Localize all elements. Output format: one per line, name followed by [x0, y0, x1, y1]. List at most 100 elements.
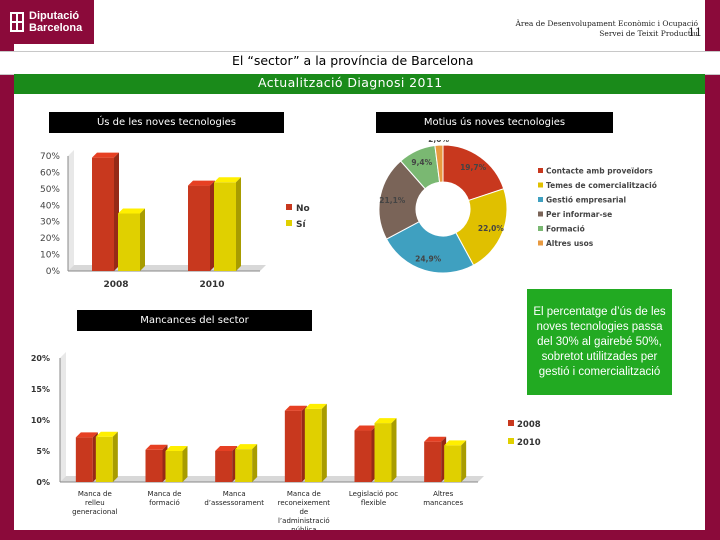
chart3-legend-swatch: [508, 438, 514, 444]
chart3-bar-side: [461, 440, 467, 482]
chart3-legend-label: 2008: [517, 420, 541, 430]
chart2-title: Motius ús noves tecnologies: [376, 112, 613, 133]
summary-callout: El percentatge d’ús de les noves tecnolo…: [527, 289, 672, 395]
chart3-back-wall: [60, 352, 66, 482]
chart3-ytick-label: 0%: [36, 478, 50, 487]
chart2-legend-label: Temes de comercialització: [546, 181, 657, 190]
chart3-bar-side: [321, 403, 327, 482]
chart1-legend-swatch: [286, 204, 292, 210]
chart-usage: 0% 10% 20% 30% 40% 50% 60% 70% 2008 2010 No Sí: [40, 150, 310, 290]
chart3-category-label-line: generacional: [72, 508, 117, 516]
chart3-title: Mancances del sector: [77, 310, 312, 331]
chart3-bar: [235, 449, 253, 482]
chart1-bar-top: [118, 208, 145, 214]
chart1-ytick-label: 50%: [40, 185, 60, 195]
chart1-ytick-label: 10%: [40, 251, 60, 261]
title-bar: [0, 51, 720, 75]
chart1-title: Ús de les noves tecnologies: [49, 112, 284, 133]
chart1-category-label: 2010: [199, 280, 224, 290]
chart3-bar-top: [215, 446, 238, 451]
area-line-2: Servei de Teixit Productiu: [599, 29, 698, 38]
chart1-back-wall: [68, 150, 74, 271]
chart3-category-label: Manca d’assessorament: [204, 490, 264, 507]
chart3-bar: [374, 423, 392, 482]
chart3-bar-top: [284, 405, 307, 411]
chart3-bar: [215, 451, 233, 482]
chart3-bar: [444, 445, 462, 482]
chart3-bar-top: [444, 440, 467, 446]
chart3-category-label-line: Manca de: [78, 490, 112, 498]
chart3-bar: [284, 410, 302, 482]
chart2-slice-label: 22,0%: [478, 224, 505, 233]
chart3-legend-swatch: [508, 420, 514, 426]
chart1-bar: [214, 182, 236, 271]
chart3-bar-top: [354, 425, 377, 431]
chart1-bar-side: [236, 177, 241, 271]
chart3-bar-top: [145, 444, 168, 450]
chart3-bar: [354, 430, 372, 482]
chart3-bar-top: [75, 432, 98, 438]
chart3-bar-side: [182, 446, 188, 482]
chart3-bar: [145, 449, 163, 482]
chart1-ytick-label: 40%: [40, 201, 60, 211]
chart3-bar: [165, 451, 183, 482]
chart3-category-label: Manca de formació: [148, 490, 182, 507]
chart3-category-label-line: mancances: [423, 499, 463, 507]
chart3-bar-top: [374, 418, 397, 424]
chart3-bar-top: [235, 444, 258, 450]
page-number: 11: [688, 26, 702, 39]
chart2-legend-swatch: [538, 240, 543, 246]
chart1-bar: [92, 157, 114, 271]
chart1-bar-side: [140, 208, 145, 271]
chart1-bar-side: [114, 152, 119, 271]
chart1-bar-top: [92, 152, 119, 158]
chart1-legend-swatch: [286, 220, 292, 226]
chart3-legend-label: 2010: [517, 438, 541, 448]
chart3-category-label-line: d’assessorament: [204, 499, 264, 507]
chart3-category-label-line: Altres: [433, 490, 454, 498]
chart3-category-label: Altres mancances: [423, 490, 463, 507]
crest-icon: [10, 12, 24, 32]
chart3-bar-side: [391, 418, 397, 482]
chart3-bar-top: [165, 446, 188, 451]
chart3-ytick-label: 10%: [31, 416, 50, 425]
chart-shortcomings: 0%5%10%15%20%Manca de relleu generacionalM…: [31, 352, 541, 530]
chart3-bar: [304, 408, 322, 482]
chart2-legend-label: Formació: [546, 225, 585, 234]
chart1-category-label: 2008: [103, 280, 128, 290]
chart3-category-label: Manca de reconeixement de l’administració pú…: [278, 490, 331, 530]
chart3-category-label-line: Manca de: [148, 490, 182, 498]
chart3-category-label-line: Legislació poc: [349, 490, 398, 498]
logo: Diputació Barcelona: [0, 0, 94, 44]
chart3-ytick-label: 15%: [31, 385, 50, 394]
chart3-category-label: Legislació poc flexible: [349, 490, 398, 507]
chart3-category-label-line: Manca de: [287, 490, 321, 498]
chart3-floor: [60, 476, 484, 482]
chart2-legend-label: Per informar-se: [546, 210, 612, 219]
chart3-bar-side: [252, 444, 258, 482]
chart1-ytick-label: 70%: [40, 152, 60, 162]
chart2-legend-swatch: [538, 226, 543, 231]
chart2-slice-label: 24,9%: [415, 254, 442, 263]
chart3-category-label-line: flexible: [361, 499, 386, 507]
chart3-ytick-label: 5%: [36, 447, 50, 456]
chart1-ytick-label: 20%: [40, 234, 60, 244]
chart3-bar: [424, 441, 442, 482]
chart1-legend-label: Sí: [296, 220, 306, 230]
chart1-bar-top: [188, 180, 215, 186]
chart1-ytick-label: 30%: [40, 218, 60, 228]
chart2-slice: [455, 188, 508, 266]
logo-line-1: Diputació: [29, 10, 80, 22]
chart2-legend-swatch: [538, 168, 543, 173]
chart3-category-label-line: relleu: [85, 499, 105, 507]
chart3-bar-top: [95, 431, 118, 437]
chart3-category-label-line: l’administració: [278, 517, 330, 525]
subtitle-bar: [14, 74, 705, 94]
chart3-bar: [95, 436, 113, 482]
chart1-bar: [118, 213, 140, 271]
chart3-category-label: Manca de relleu generacional: [72, 490, 117, 516]
chart3-bar-top: [304, 403, 327, 409]
chart3-category-label-line: formació: [149, 499, 180, 507]
chart2-legend-label: Altres usos: [546, 239, 594, 248]
chart2-slice-label: 2,0%: [428, 140, 449, 144]
